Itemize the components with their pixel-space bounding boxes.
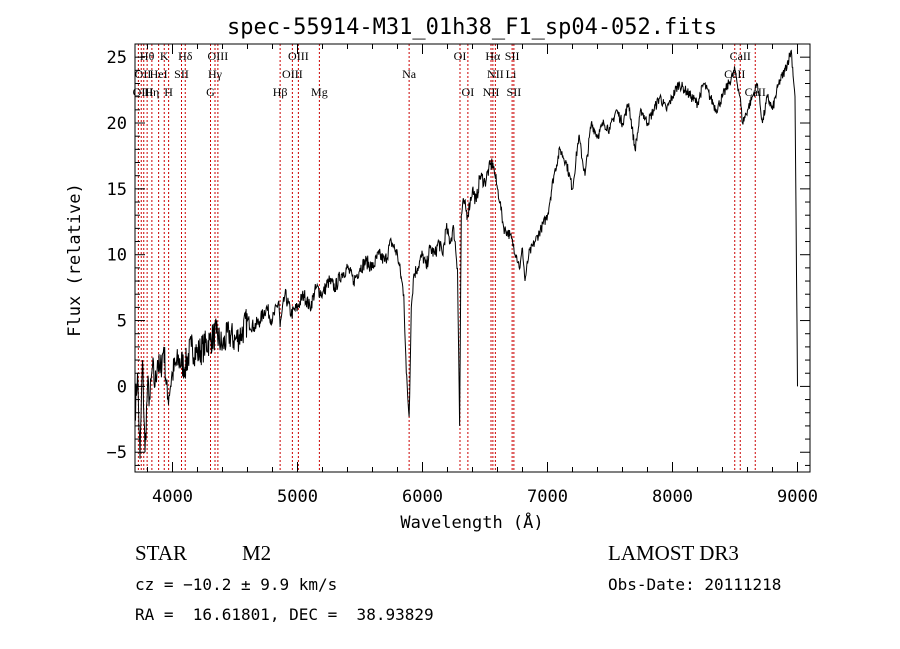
line-label: NII <box>483 85 500 99</box>
y-axis-label: Flux (relative) <box>65 183 85 337</box>
obs-date: Obs-Date: 20111218 <box>608 575 781 594</box>
line-label: CaII <box>724 67 745 81</box>
line-label: SII <box>505 49 520 63</box>
line-label: OIII <box>288 49 309 63</box>
x-axis-label: Wavelength (Å) <box>400 511 543 533</box>
line-label: Hβ <box>273 85 288 99</box>
x-tick-label: 7000 <box>527 487 568 507</box>
line-label: OII <box>135 67 152 81</box>
object-class: STAR <box>135 541 187 565</box>
chart-title: spec-55914-M31_01h38_F1_sp04-052.fits <box>227 15 717 40</box>
line-label: CaII <box>745 85 766 99</box>
y-tick-label: 5 <box>117 312 127 332</box>
coordinates: RA = 16.61801, DEC = 38.93829 <box>135 605 434 624</box>
line-label: Li <box>506 67 517 81</box>
spectrum-line <box>134 49 798 459</box>
line-label: SII <box>507 85 522 99</box>
emission-line-markers <box>137 44 756 472</box>
x-axis-ticks: 4000 5000 6000 7000 8000 9000 <box>147 44 818 507</box>
y-tick-label: 20 <box>107 114 127 134</box>
redshift-value: cz = −10.2 ± 9.9 km/s <box>135 575 337 594</box>
line-label: OI <box>454 49 467 63</box>
y-tick-label: 10 <box>107 246 127 266</box>
x-tick-label: 5000 <box>277 487 318 507</box>
line-label: Hγ <box>208 67 223 81</box>
line-label: HeI <box>150 67 168 81</box>
line-label: Hα <box>485 49 501 63</box>
line-label: H <box>164 85 173 99</box>
line-label: Hδ <box>178 49 193 63</box>
y-axis-ticks: −5 0 5 10 15 20 25 <box>107 48 810 466</box>
x-tick-label: 8000 <box>652 487 693 507</box>
line-label: Mg <box>311 85 328 99</box>
line-label: OI <box>462 85 475 99</box>
y-tick-label: 15 <box>107 180 127 200</box>
x-tick-label: 4000 <box>152 487 193 507</box>
line-label: G <box>206 85 215 99</box>
object-subclass: M2 <box>242 541 271 565</box>
line-label: OIII <box>208 49 229 63</box>
survey-name: LAMOST DR3 <box>608 541 739 565</box>
line-label: OIII <box>133 85 154 99</box>
line-label: Hη <box>144 85 159 99</box>
line-label: K <box>160 49 169 63</box>
x-tick-label: 6000 <box>402 487 443 507</box>
line-label: Na <box>402 67 417 81</box>
y-tick-label: 25 <box>107 48 127 68</box>
line-label: NII <box>487 67 504 81</box>
y-tick-label: −5 <box>107 443 127 463</box>
line-label: Hθ <box>140 49 155 63</box>
y-tick-label: 0 <box>117 377 127 397</box>
plot-frame <box>134 43 811 473</box>
line-label: OIII <box>282 67 303 81</box>
x-tick-label: 9000 <box>777 487 818 507</box>
line-label: SII <box>174 67 189 81</box>
line-label: CaII <box>730 49 751 63</box>
